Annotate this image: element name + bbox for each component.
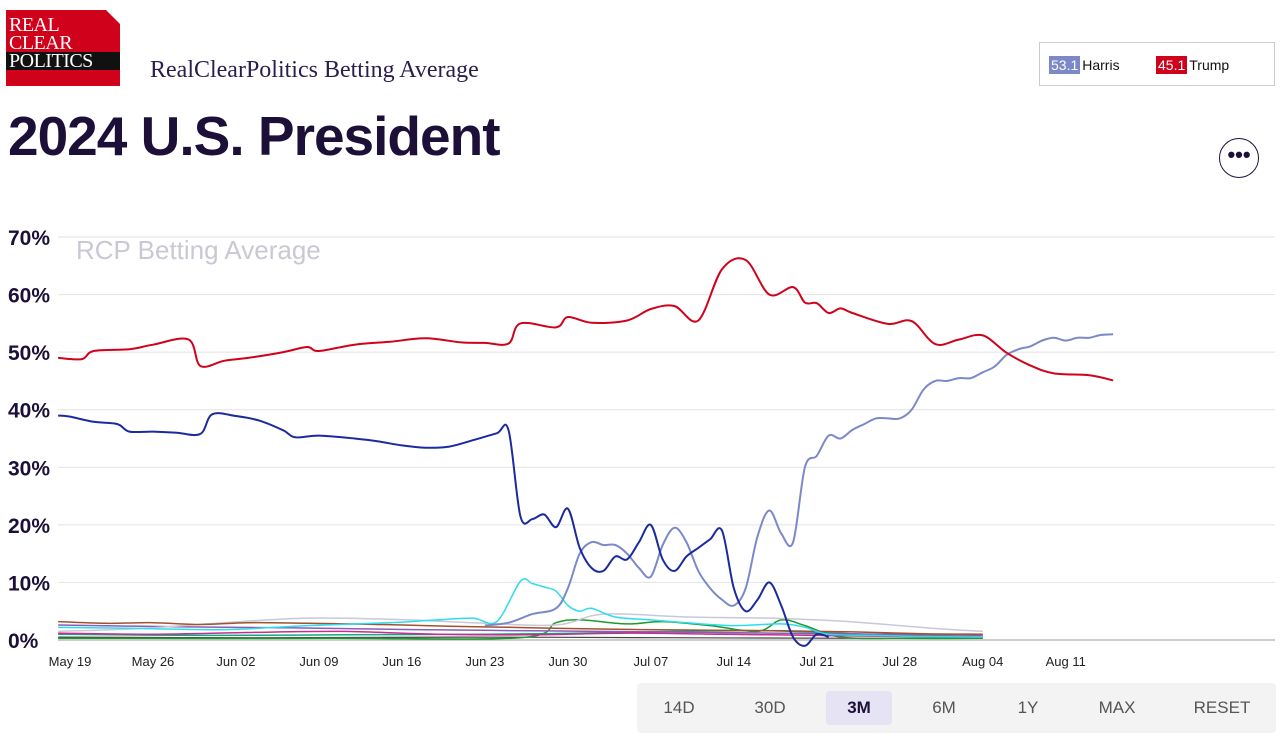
legend-name-harris: Harris (1082, 57, 1120, 73)
betting-average-chart: 0% 10% 20% 30% 40% 50% 60% 70% RCP Betting Avera… (8, 227, 1275, 669)
legend-item-harris[interactable]: 53.1 Harris (1049, 56, 1120, 74)
x-tick-label: Jul 07 (633, 654, 668, 669)
y-tick-label: 60% (8, 285, 50, 308)
y-tick-label: 70% (8, 227, 50, 250)
y-tick-label: 50% (8, 342, 50, 365)
y-tick-label: 30% (8, 457, 50, 480)
legend-name-trump: Trump (1189, 57, 1230, 73)
range-button-3m[interactable]: 3M (826, 691, 892, 725)
range-button-30d[interactable]: 30D (754, 698, 786, 717)
range-button-6m[interactable]: 6M (932, 698, 956, 717)
chart-watermark: RCP Betting Average (76, 235, 321, 265)
rcp-logo: REAL CLEAR POLITICS (6, 10, 120, 86)
series-line-whitmer (58, 613, 983, 633)
y-tick-label: 20% (8, 515, 50, 538)
y-tick-label: 40% (8, 400, 50, 423)
series-line-biden (58, 412, 830, 647)
logo-corner-fold (106, 10, 120, 24)
x-tick-label: Jun 23 (465, 654, 504, 669)
page-title: 2024 U.S. President (8, 105, 501, 167)
logo-line-2: CLEAR (9, 32, 73, 54)
more-options-button[interactable]: ••• (1219, 138, 1259, 178)
series-line-rfk-jr- (58, 620, 983, 635)
series-line-newsom (58, 578, 983, 638)
page-subtitle: RealClearPolitics Betting Average (150, 57, 479, 83)
x-tick-label: May 19 (49, 654, 92, 669)
series-line-haley (58, 624, 983, 637)
range-button-max[interactable]: MAX (1098, 698, 1136, 717)
range-button-14d[interactable]: 14D (663, 698, 695, 717)
candidate-legend: 53.1 Harris 45.1 Trump (1039, 42, 1275, 86)
x-tick-label: Jul 14 (716, 654, 751, 669)
x-tick-label: Jul 28 (882, 654, 917, 669)
y-tick-label: 0% (8, 630, 39, 653)
legend-value-trump: 45.1 (1156, 56, 1188, 74)
series-line-trump (58, 257, 1114, 382)
y-tick-label: 10% (8, 572, 50, 595)
x-tick-label: Jul 21 (799, 654, 834, 669)
range-button-1y[interactable]: 1Y (1017, 698, 1039, 717)
series-line-obama (58, 630, 983, 638)
x-tick-label: Jun 30 (548, 654, 587, 669)
range-button-reset[interactable]: RESET (1193, 698, 1251, 717)
x-tick-label: May 26 (132, 654, 175, 669)
x-tick-label: Aug 11 (1046, 654, 1086, 669)
legend-item-trump[interactable]: 45.1 Trump (1156, 56, 1229, 74)
x-tick-label: Jun 09 (299, 654, 338, 669)
legend-value-harris: 53.1 (1049, 56, 1081, 74)
series-line-harris (484, 333, 1114, 627)
logo-line-1: REAL (9, 14, 60, 36)
x-tick-label: Jun 16 (382, 654, 421, 669)
x-tick-label: Aug 04 (962, 654, 1003, 669)
time-range-selector: 14D 30D 3M 6M 1Y MAX RESET (637, 683, 1276, 733)
x-tick-label: Jun 02 (216, 654, 255, 669)
logo-line-3: POLITICS (6, 51, 120, 71)
